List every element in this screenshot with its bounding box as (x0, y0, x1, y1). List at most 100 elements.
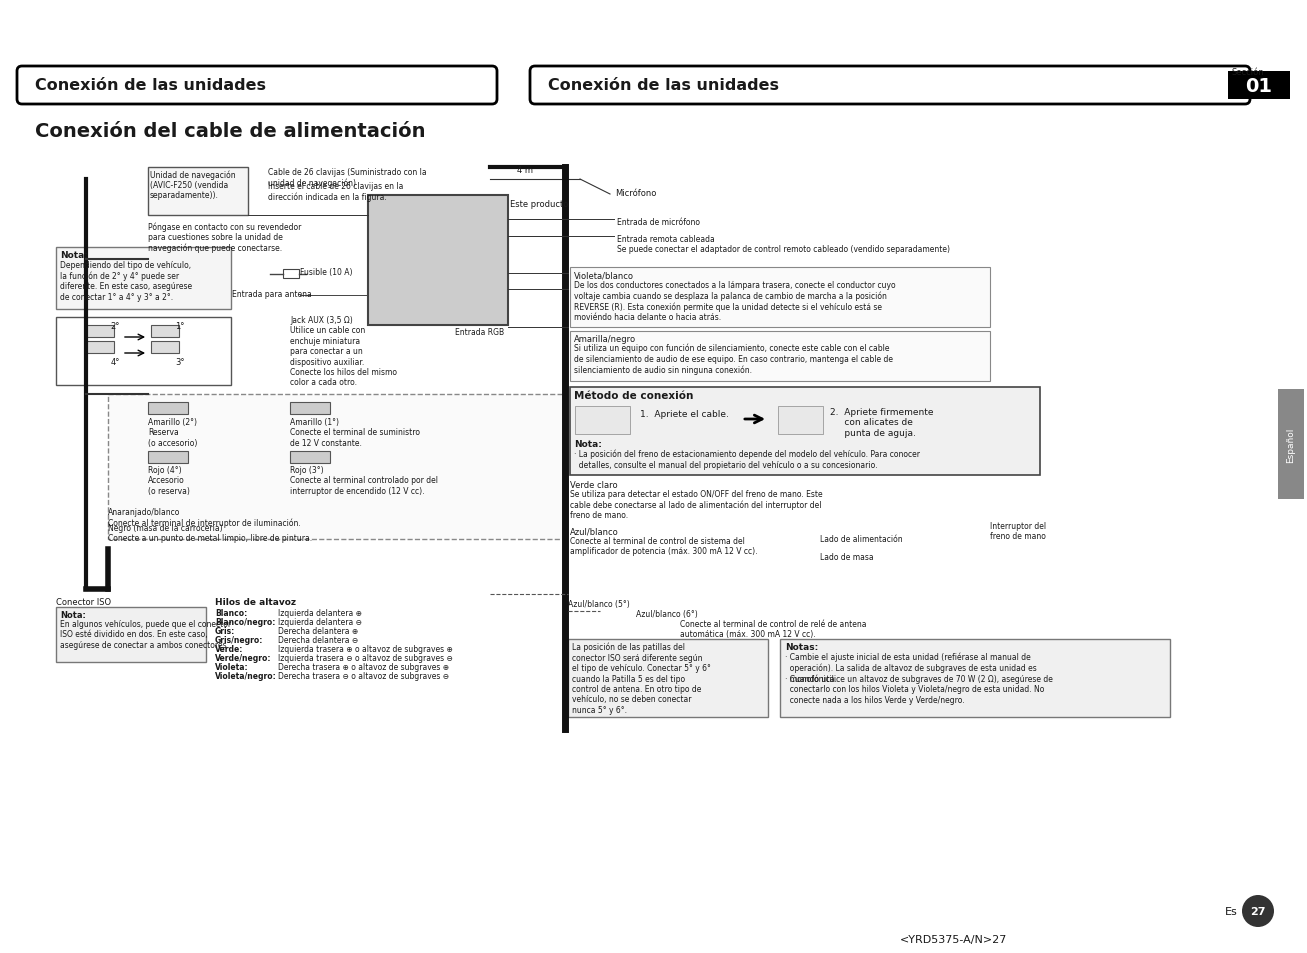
Text: De los dos conductores conectados a la lámpara trasera, conecte el conductor cuy: De los dos conductores conectados a la l… (574, 281, 895, 322)
Text: Interruptor del
freno de mano: Interruptor del freno de mano (989, 521, 1046, 541)
Text: · Cuando utilice un altavoz de subgraves de 70 W (2 Ω), asegúrese de
  conectarl: · Cuando utilice un altavoz de subgraves… (786, 675, 1053, 704)
Text: Unidad de navegación
(AVIC-F250 (vendida
separadamente)).: Unidad de navegación (AVIC-F250 (vendida… (150, 170, 235, 200)
Text: Póngase en contacto con su revendedor
para cuestiones sobre la unidad de
navegac: Póngase en contacto con su revendedor pa… (148, 222, 302, 253)
Text: Conecte los hilos del mismo
color a cada otro.: Conecte los hilos del mismo color a cada… (290, 368, 397, 387)
Bar (86, 341, 114, 354)
Text: Rojo (3°)
Conecte al terminal controlado por del
interruptor de encendido (12 V : Rojo (3°) Conecte al terminal controlado… (290, 465, 438, 496)
Bar (148, 168, 248, 215)
Text: Entrada RGB: Entrada RGB (455, 328, 505, 336)
Text: Hilos de altavoz: Hilos de altavoz (214, 598, 295, 606)
Text: Inserte el cable de 26 clavijas en la
dirección indicada en la figura.: Inserte el cable de 26 clavijas en la di… (268, 182, 404, 202)
Text: 2°: 2° (110, 322, 120, 331)
Text: <YRD5375-A/N>27: <YRD5375-A/N>27 (899, 934, 1008, 944)
Text: 2.  Apriete firmemente
     con alicates de
     punta de aguja.: 2. Apriete firmemente con alicates de pu… (830, 408, 933, 437)
Text: Nota:: Nota: (60, 251, 88, 260)
Text: Amarilla/negro: Amarilla/negro (574, 335, 637, 344)
Text: Azul/blanco (5°): Azul/blanco (5°) (569, 599, 630, 608)
Text: 1°: 1° (175, 322, 184, 331)
Text: Conexión de las unidades: Conexión de las unidades (548, 78, 779, 93)
Text: Nota:: Nota: (60, 610, 86, 619)
Text: Blanco:: Blanco: (214, 608, 247, 618)
Bar (570, 268, 989, 328)
Text: Método de conexión: Método de conexión (574, 391, 694, 400)
Text: En algunos vehículos, puede que el conector
ISO esté dividido en dos. En este ca: En algunos vehículos, puede que el conec… (60, 619, 231, 649)
Text: Verde:: Verde: (214, 644, 243, 654)
Bar (152, 341, 179, 354)
Bar (1229, 71, 1290, 100)
Text: Entrada remota cableada: Entrada remota cableada (617, 234, 715, 244)
Text: Izquierda trasera ⊕ o altavoz de subgraves ⊕: Izquierda trasera ⊕ o altavoz de subgrav… (278, 644, 452, 654)
Bar (569, 639, 769, 718)
Bar (148, 402, 188, 415)
Text: 1.  Apriete el cable.: 1. Apriete el cable. (640, 410, 729, 418)
Text: · Cambie el ajuste inicial de esta unidad (refiérase al manual de
  operación). : · Cambie el ajuste inicial de esta unida… (786, 652, 1036, 683)
Text: Izquierda delantera ⊖: Izquierda delantera ⊖ (278, 618, 362, 626)
Bar (56, 317, 231, 386)
Bar (148, 452, 188, 463)
Text: Violeta:: Violeta: (214, 662, 248, 671)
Text: 01: 01 (1246, 76, 1273, 95)
Text: Violeta/negro:: Violeta/negro: (214, 671, 277, 680)
Text: Anaranjado/blanco
Conecte al terminal de interruptor de iluminación.: Anaranjado/blanco Conecte al terminal de… (108, 507, 301, 527)
Text: Entrada para antena: Entrada para antena (233, 290, 312, 298)
Text: Derecha delantera ⊕: Derecha delantera ⊕ (278, 626, 358, 636)
Text: Amarillo (1°)
Conecte el terminal de suministro
de 12 V constante.: Amarillo (1°) Conecte el terminal de sum… (290, 417, 420, 447)
Bar (1278, 390, 1304, 499)
Text: Conexión del cable de alimentación: Conexión del cable de alimentación (35, 122, 426, 141)
Text: Sección: Sección (1231, 68, 1264, 77)
Text: Entrada de micrófono: Entrada de micrófono (617, 218, 701, 227)
Text: 27: 27 (1251, 906, 1265, 916)
Bar (108, 395, 563, 539)
Bar (86, 326, 114, 337)
Text: Violeta/blanco: Violeta/blanco (574, 272, 634, 281)
Text: Es: Es (1225, 906, 1238, 916)
Text: Nota:: Nota: (574, 439, 603, 449)
Bar (369, 195, 508, 326)
Bar (570, 332, 989, 381)
Text: Blanco/negro:: Blanco/negro: (214, 618, 276, 626)
Text: Verde claro: Verde claro (570, 480, 618, 490)
Text: Se puede conectar el adaptador de control remoto cableado (vendido separadamente: Se puede conectar el adaptador de contro… (617, 245, 950, 253)
Bar (780, 639, 1170, 718)
Text: La posición de las patillas del
conector ISO será diferente según
el tipo de veh: La posición de las patillas del conector… (572, 642, 711, 714)
Text: Fusible (10 A): Fusible (10 A) (301, 268, 353, 276)
Text: Izquierda delantera ⊕: Izquierda delantera ⊕ (278, 608, 362, 618)
Text: Verde/negro:: Verde/negro: (214, 654, 272, 662)
Text: Derecha delantera ⊖: Derecha delantera ⊖ (278, 636, 358, 644)
Text: Izquierda trasera ⊖ o altavoz de subgraves ⊖: Izquierda trasera ⊖ o altavoz de subgrav… (278, 654, 452, 662)
Text: Azul/blanco: Azul/blanco (570, 527, 618, 537)
Text: Español: Español (1286, 427, 1295, 462)
Circle shape (1242, 895, 1274, 927)
Text: Jack AUX (3,5 Ω)
Utilice un cable con
enchuje miniatura
para conectar a un
dispo: Jack AUX (3,5 Ω) Utilice un cable con en… (290, 315, 365, 366)
Text: Lado de masa: Lado de masa (819, 553, 873, 561)
Text: Conecte al terminal de control de relé de antena
automática (máx. 300 mA 12 V cc: Conecte al terminal de control de relé d… (680, 619, 867, 639)
Text: Conector ISO: Conector ISO (56, 598, 111, 606)
Text: Derecha trasera ⊕ o altavoz de subgraves ⊕: Derecha trasera ⊕ o altavoz de subgraves… (278, 662, 450, 671)
Bar (290, 402, 329, 415)
Bar (290, 452, 329, 463)
Bar (56, 607, 207, 662)
Bar (152, 326, 179, 337)
Text: Dependiendo del tipo de vehículo,
la función de 2° y 4° puede ser
diferente. En : Dependiendo del tipo de vehículo, la fun… (60, 261, 192, 301)
Text: Rojo (4°)
Accesorio
(o reserva): Rojo (4°) Accesorio (o reserva) (148, 465, 190, 496)
FancyBboxPatch shape (17, 67, 497, 105)
Text: Negro (masa de la carrocería)
Conecte a un punto de metal limpio, libre de pintu: Negro (masa de la carrocería) Conecte a … (108, 523, 312, 543)
Text: Conecte al terminal de control de sistema del
amplificador de potencia (máx. 300: Conecte al terminal de control de sistem… (570, 537, 758, 556)
Text: Amarillo (2°)
Reserva
(o accesorio): Amarillo (2°) Reserva (o accesorio) (148, 417, 197, 447)
Text: 4°: 4° (110, 357, 120, 367)
Text: Conexión de las unidades: Conexión de las unidades (35, 78, 267, 93)
Bar (778, 407, 823, 435)
Text: Micrófono: Micrófono (616, 189, 656, 197)
Text: Gris:: Gris: (214, 626, 235, 636)
Text: Este producto: Este producto (510, 200, 569, 209)
Text: Azul/blanco (6°): Azul/blanco (6°) (637, 609, 698, 618)
Text: 4 m: 4 m (518, 166, 533, 174)
Text: Notas:: Notas: (786, 642, 818, 651)
Text: Se utiliza para detectar el estado ON/OFF del freno de mano. Este
cable debe con: Se utiliza para detectar el estado ON/OF… (570, 490, 822, 519)
Text: 3°: 3° (175, 357, 184, 367)
Text: Lado de alimentación: Lado de alimentación (819, 535, 903, 543)
FancyBboxPatch shape (531, 67, 1249, 105)
Bar (56, 248, 231, 310)
Text: · La posición del freno de estacionamiento depende del modelo del vehículo. Para: · La posición del freno de estacionamien… (574, 450, 920, 470)
Text: Cable de 26 clavijas (Suministrado con la
unidad de navegación): Cable de 26 clavijas (Suministrado con l… (268, 168, 426, 188)
